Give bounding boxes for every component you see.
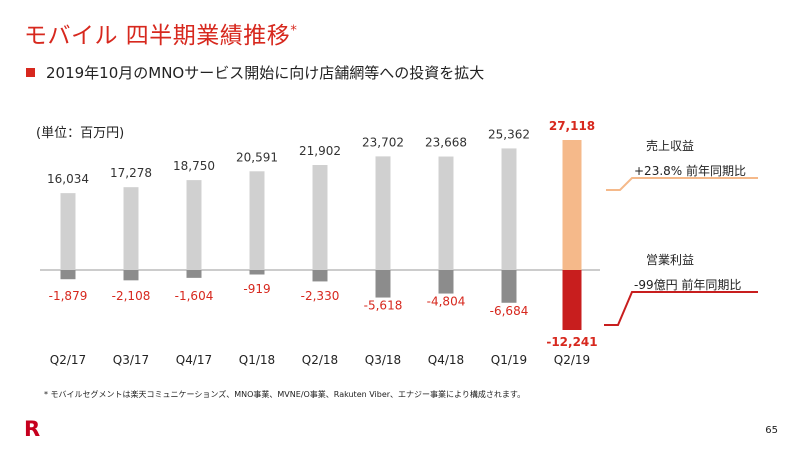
profit-bar	[60, 270, 76, 280]
revenue-bar	[186, 180, 202, 270]
x-tick-label: Q2/19	[554, 353, 590, 367]
revenue-value-label: 16,034	[47, 172, 89, 186]
profit-value-label: -1,604	[175, 289, 214, 303]
profit-bar	[249, 270, 265, 275]
legend-revenue-title: 売上収益	[645, 139, 694, 153]
revenue-value-label: 27,118	[549, 119, 595, 133]
x-tick-label: Q3/18	[365, 353, 401, 367]
revenue-value-label: 20,591	[236, 150, 278, 164]
bullet-square-icon	[26, 68, 35, 77]
legend-revenue-change: +23.8% 前年同期比	[634, 164, 746, 178]
x-tick-label: Q1/19	[491, 353, 527, 367]
revenue-bar	[438, 156, 454, 270]
x-tick-label: Q1/18	[239, 353, 275, 367]
x-tick-label: Q2/17	[50, 353, 86, 367]
rakuten-logo: R	[24, 417, 41, 441]
revenue-value-label: 25,362	[488, 127, 530, 141]
revenue-value-label: 23,668	[425, 136, 467, 150]
page-title: モバイル 四半期業績推移*	[24, 23, 298, 49]
revenue-bar	[375, 156, 391, 270]
subtitle: 2019年10月のMNOサービス開始に向け店舗網等への投資を拡大	[46, 64, 485, 82]
x-tick-label: Q3/17	[113, 353, 149, 367]
profit-bar	[186, 270, 202, 278]
x-tick-label: Q4/17	[176, 353, 212, 367]
revenue-bar	[501, 148, 517, 270]
profit-value-label: -5,618	[364, 299, 403, 313]
x-tick-label: Q2/18	[302, 353, 338, 367]
page-number: 65	[765, 425, 778, 436]
revenue-value-label: 18,750	[173, 159, 215, 173]
revenue-value-label: 23,702	[362, 135, 404, 149]
footnote: * モバイルセグメントは楽天コミュニケーションズ、MNO事業、MVNE/O事業、…	[44, 390, 526, 399]
revenue-bar	[312, 165, 328, 270]
profit-bar	[562, 270, 582, 330]
unit-label: (単位：百万円)	[36, 126, 125, 141]
profit-bar	[312, 270, 328, 282]
legend-profit-change: -99億円 前年同期比	[634, 278, 742, 292]
revenue-bar	[562, 140, 582, 270]
profit-value-label: -6,684	[490, 304, 529, 318]
profit-bar	[438, 270, 454, 294]
profit-bar	[123, 270, 139, 281]
profit-value-label: -12,241	[546, 335, 597, 349]
profit-value-label: -1,879	[49, 289, 88, 303]
profit-value-label: -2,108	[112, 289, 151, 303]
profit-legend-connector	[604, 291, 758, 326]
revenue-bar	[60, 193, 76, 270]
profit-value-label: -919	[243, 282, 270, 296]
revenue-bar	[249, 171, 265, 270]
revenue-value-label: 21,902	[299, 144, 341, 158]
revenue-legend-connector	[606, 177, 758, 191]
profit-value-label: -4,804	[427, 295, 466, 309]
profit-bar	[501, 270, 517, 303]
subtitle-row: 2019年10月のMNOサービス開始に向け店舗網等への投資を拡大	[26, 62, 484, 83]
x-tick-label: Q4/18	[428, 353, 464, 367]
revenue-value-label: 17,278	[110, 166, 152, 180]
legend-profit-title: 営業利益	[645, 253, 694, 267]
profit-bar	[375, 270, 391, 298]
profit-value-label: -2,330	[301, 289, 340, 303]
revenue-bar	[123, 187, 139, 270]
